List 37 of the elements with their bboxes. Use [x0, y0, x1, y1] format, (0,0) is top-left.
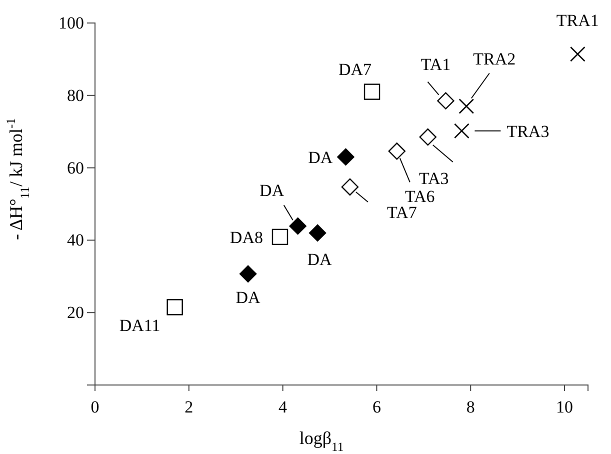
point: [570, 46, 586, 62]
annotation: TA1: [420, 54, 451, 74]
x-tick-label: 10: [556, 398, 574, 417]
annotation: TRA2: [473, 49, 516, 68]
y-tick-label: 80: [67, 86, 84, 105]
point: [364, 84, 380, 100]
y-tick-label: 60: [67, 158, 84, 178]
annotation: TA3: [418, 169, 449, 188]
x-axis-title: logβ$_{11}$: [299, 428, 344, 454]
annotation: DA: [308, 148, 334, 167]
x-tick-label: 0: [90, 398, 100, 417]
point: [437, 92, 454, 110]
point: [239, 265, 257, 282]
annotation: TRA3: [506, 122, 550, 141]
annotation: DA: [260, 181, 285, 200]
point: [272, 228, 288, 246]
point: [289, 217, 306, 235]
point: [388, 142, 406, 160]
point: [419, 128, 436, 146]
y-tick-label: 20: [67, 303, 84, 322]
annotation: DA7: [338, 60, 372, 79]
point: [166, 299, 183, 316]
point: [337, 148, 354, 166]
y-tick-label: 40: [67, 230, 84, 250]
point: [454, 123, 470, 139]
annotation: DA8: [230, 228, 263, 247]
annotation: DA11: [119, 316, 160, 336]
x-tick-label: 2: [184, 398, 194, 417]
annotation: DA: [236, 288, 262, 307]
point: [341, 178, 359, 196]
x-tick-label: 4: [278, 398, 288, 417]
x-tick-label: 8: [466, 398, 475, 417]
annotation: TRA1: [556, 11, 599, 30]
annotation: DA: [307, 250, 333, 269]
point: [308, 224, 326, 242]
x-tick-label: 6: [372, 398, 381, 417]
y-tick-label: 100: [58, 13, 84, 32]
